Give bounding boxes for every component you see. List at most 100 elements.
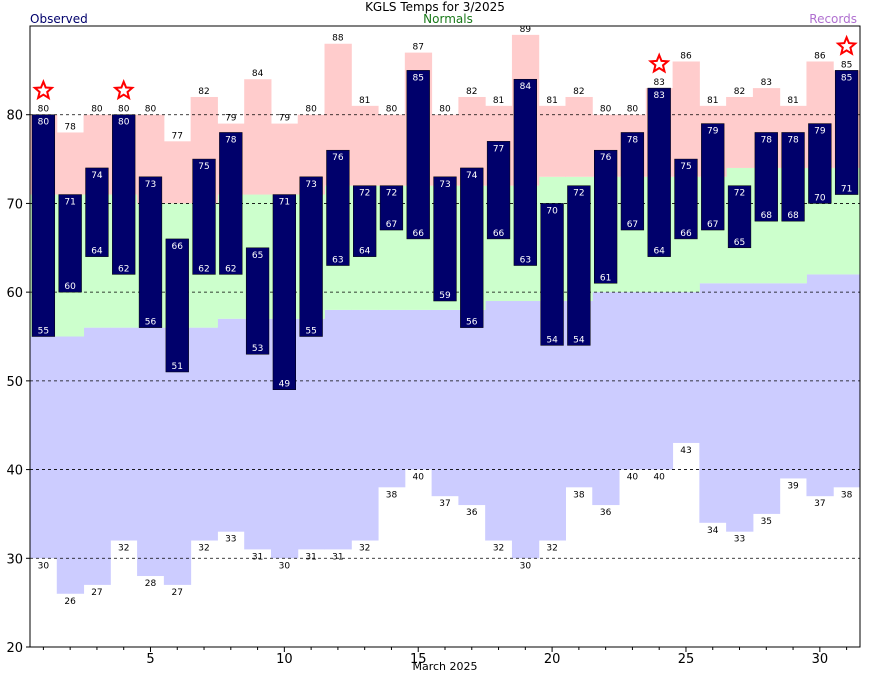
- observed-low-label-day-7: 62: [198, 264, 209, 274]
- observed-low-label-day-1: 55: [38, 327, 49, 337]
- record-low-label-day-25: 43: [680, 446, 691, 456]
- observed-bar-day-1: [31, 114, 56, 337]
- observed-high-label-day-25: 75: [680, 162, 691, 172]
- record-low-label-day-29: 39: [787, 481, 799, 491]
- x-tick-label-5: 5: [146, 652, 154, 667]
- observed-low-label-day-6: 51: [172, 362, 183, 372]
- observed-bar-day-5: [138, 176, 163, 328]
- record-low-range-day-19: [511, 301, 540, 559]
- record-high-label-day-15: 87: [412, 43, 423, 53]
- observed-high-label-day-26: 79: [707, 127, 719, 137]
- record-high-range-day-6: [163, 141, 192, 204]
- record-low-label-day-15: 40: [412, 473, 424, 483]
- record-high-range-day-10: [270, 123, 299, 195]
- record-high-label-day-28: 83: [761, 78, 772, 88]
- record-low-range-day-30: [806, 274, 834, 497]
- observed-high-label-day-19: 84: [520, 82, 532, 92]
- record-high-label-day-13: 81: [359, 96, 370, 106]
- record-low-label-day-22: 36: [600, 508, 612, 518]
- record-star-day-31: [835, 34, 858, 56]
- record-low-range-day-3: [83, 327, 111, 585]
- observed-low-label-day-16: 59: [439, 291, 451, 301]
- observed-high-label-day-16: 73: [439, 180, 450, 190]
- record-low-range-day-2: [56, 336, 85, 594]
- record-low-label-day-26: 34: [707, 526, 719, 536]
- observed-bar-day-24: [647, 87, 671, 257]
- record-low-range-day-5: [137, 327, 165, 577]
- observed-high-label-day-29: 78: [787, 135, 799, 145]
- observed-low-label-day-17: 56: [466, 318, 478, 328]
- record-high-range-day-2: [56, 132, 85, 195]
- record-high-range-day-14: [378, 114, 406, 186]
- record-low-label-day-11: 31: [305, 552, 316, 562]
- record-low-label-day-17: 36: [466, 508, 478, 518]
- record-high-label-day-29: 81: [787, 96, 798, 106]
- chart-title: KGLS Temps for 3/2025: [365, 0, 505, 14]
- observed-high-label-day-27: 72: [734, 189, 745, 199]
- observed-bar-day-13: [353, 185, 377, 257]
- record-low-label-day-21: 38: [573, 490, 585, 500]
- record-high-label-day-12: 88: [332, 34, 344, 44]
- observed-high-label-day-10: 71: [279, 198, 290, 208]
- observed-bar-day-8: [219, 132, 243, 275]
- observed-bar-day-21: [567, 185, 591, 346]
- observed-high-label-day-3: 74: [91, 171, 103, 181]
- observed-high-label-day-5: 73: [145, 180, 156, 190]
- record-star-day-4: [112, 79, 135, 101]
- y-tick-label-80: 80: [6, 109, 23, 124]
- observed-high-label-day-21: 72: [573, 189, 584, 199]
- record-high-label-day-2: 78: [64, 122, 76, 132]
- observed-low-label-day-23: 67: [627, 220, 638, 230]
- observed-high-label-day-14: 72: [386, 189, 397, 199]
- observed-high-label-day-13: 72: [359, 189, 370, 199]
- record-low-range-day-25: [672, 292, 700, 443]
- record-high-label-day-16: 80: [439, 105, 451, 115]
- record-high-label-day-25: 86: [680, 51, 692, 61]
- observed-high-label-day-28: 78: [761, 135, 773, 145]
- record-low-range-day-16: [431, 309, 459, 497]
- observed-high-label-day-12: 76: [332, 153, 344, 163]
- y-tick-label-60: 60: [6, 286, 23, 301]
- observed-bar-day-6: [165, 238, 189, 373]
- observed-high-label-day-6: 66: [172, 242, 184, 252]
- record-low-label-day-16: 37: [439, 499, 450, 509]
- observed-high-label-day-1: 80: [38, 118, 50, 128]
- record-high-label-day-8: 79: [225, 114, 237, 124]
- observed-bar-day-31: [834, 70, 859, 195]
- record-low-label-day-3: 27: [91, 588, 102, 598]
- observed-bar-day-2: [58, 194, 82, 293]
- legend-normals: Normals: [423, 12, 473, 26]
- record-high-label-day-27: 82: [734, 87, 745, 97]
- record-low-range-day-15: [404, 309, 433, 470]
- record-star-day-1: [32, 79, 55, 101]
- record-high-label-day-24: 83: [653, 78, 664, 88]
- observed-low-label-day-20: 54: [546, 335, 558, 345]
- observed-high-label-day-7: 75: [198, 162, 209, 172]
- record-low-label-day-28: 35: [761, 517, 772, 527]
- x-tick-label-15: 15: [410, 652, 427, 667]
- record-high-range-day-25: [672, 61, 700, 177]
- observed-low-label-day-3: 64: [91, 247, 103, 257]
- record-high-label-day-18: 81: [493, 96, 504, 106]
- record-high-range-day-27: [726, 96, 754, 168]
- record-low-label-day-31: 38: [841, 490, 853, 500]
- observed-low-label-day-11: 55: [305, 327, 316, 337]
- record-low-range-day-4: [110, 327, 138, 541]
- observed-low-label-day-13: 64: [359, 247, 371, 257]
- observed-bars: [31, 70, 859, 390]
- record-low-label-day-7: 32: [198, 544, 209, 554]
- record-high-label-day-17: 82: [466, 87, 477, 97]
- observed-bar-day-22: [594, 149, 618, 284]
- observed-bar-day-15: [406, 70, 430, 240]
- observed-bar-day-30: [808, 123, 832, 204]
- observed-bar-day-18: [486, 141, 511, 240]
- x-tick-label-10: 10: [276, 652, 293, 667]
- observed-bar-day-16: [433, 176, 457, 302]
- record-high-range-day-9: [244, 79, 272, 195]
- observed-low-label-day-30: 70: [814, 193, 826, 203]
- observed-bar-day-29: [781, 132, 805, 222]
- observed-bar-day-25: [674, 158, 698, 240]
- observed-high-label-day-18: 77: [493, 144, 504, 154]
- legend-observed: Observed: [30, 12, 88, 26]
- value-labels: 80 55 80 30 71 60 78 26 74 64 80 27 80 62 80 32 73 56 80 28…: [38, 25, 853, 607]
